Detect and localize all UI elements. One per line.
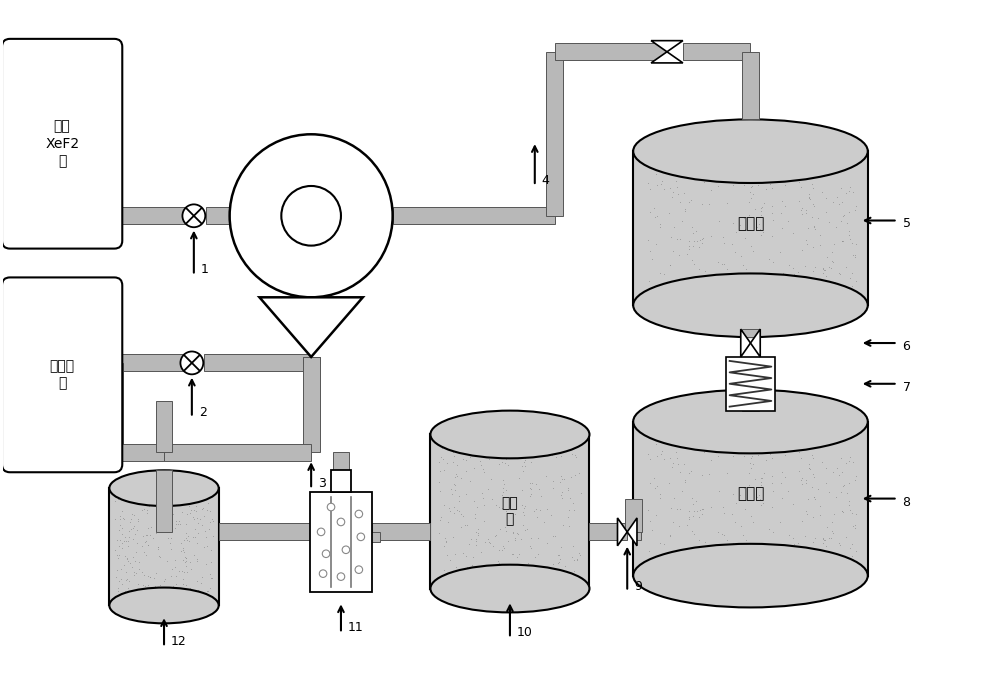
Polygon shape <box>331 471 351 492</box>
Polygon shape <box>106 363 123 452</box>
Polygon shape <box>114 444 164 461</box>
Polygon shape <box>627 518 637 546</box>
Circle shape <box>180 352 203 375</box>
Circle shape <box>327 503 335 511</box>
Polygon shape <box>363 532 380 542</box>
Text: 6: 6 <box>903 340 910 353</box>
Text: 固体
XeF2
源: 固体 XeF2 源 <box>45 120 79 168</box>
Polygon shape <box>303 357 320 363</box>
Polygon shape <box>633 422 868 575</box>
Polygon shape <box>651 52 683 63</box>
Polygon shape <box>310 492 372 591</box>
Polygon shape <box>303 357 320 452</box>
Polygon shape <box>546 52 563 215</box>
Circle shape <box>357 533 365 541</box>
Ellipse shape <box>633 273 868 337</box>
Polygon shape <box>430 434 589 589</box>
Ellipse shape <box>430 411 589 458</box>
Polygon shape <box>742 390 759 411</box>
Ellipse shape <box>633 543 868 607</box>
Polygon shape <box>726 357 775 411</box>
Polygon shape <box>633 152 868 305</box>
Text: 7: 7 <box>903 381 911 394</box>
Ellipse shape <box>633 120 868 183</box>
Text: 12: 12 <box>171 635 187 648</box>
Text: 11: 11 <box>348 621 364 635</box>
Polygon shape <box>617 518 627 546</box>
Circle shape <box>230 134 393 297</box>
Circle shape <box>342 546 350 553</box>
Text: 压载箱: 压载箱 <box>737 215 764 231</box>
Ellipse shape <box>109 587 219 623</box>
Polygon shape <box>589 523 627 540</box>
Circle shape <box>182 204 205 227</box>
Circle shape <box>355 566 363 573</box>
Polygon shape <box>742 52 759 120</box>
Polygon shape <box>114 207 194 224</box>
Text: 溢出
腔: 溢出 腔 <box>502 496 518 527</box>
Circle shape <box>317 528 325 536</box>
Polygon shape <box>750 329 760 357</box>
Polygon shape <box>114 354 192 371</box>
Ellipse shape <box>633 390 868 453</box>
Text: 二氧化
碳: 二氧化 碳 <box>50 359 75 391</box>
Circle shape <box>355 510 363 518</box>
Text: 9: 9 <box>634 580 642 593</box>
Polygon shape <box>204 354 311 371</box>
Text: 4: 4 <box>542 174 550 187</box>
Text: 8: 8 <box>903 496 911 509</box>
Polygon shape <box>393 207 555 224</box>
Circle shape <box>337 518 345 525</box>
Ellipse shape <box>430 565 589 612</box>
Circle shape <box>322 550 330 557</box>
FancyBboxPatch shape <box>2 39 122 249</box>
Text: 1: 1 <box>201 263 209 277</box>
Text: 5: 5 <box>903 218 911 231</box>
Polygon shape <box>555 43 667 60</box>
Polygon shape <box>633 523 641 540</box>
Text: 反应腔: 反应腔 <box>737 486 764 501</box>
Circle shape <box>281 186 341 245</box>
Polygon shape <box>164 444 311 461</box>
Text: 3: 3 <box>318 477 326 490</box>
Polygon shape <box>742 329 759 337</box>
Polygon shape <box>206 207 230 224</box>
Polygon shape <box>156 401 172 452</box>
Polygon shape <box>625 498 642 532</box>
Circle shape <box>337 573 345 580</box>
Polygon shape <box>219 523 310 540</box>
Polygon shape <box>333 452 349 471</box>
Polygon shape <box>651 40 683 52</box>
Polygon shape <box>372 523 430 540</box>
Ellipse shape <box>109 471 219 506</box>
Polygon shape <box>156 471 172 532</box>
Polygon shape <box>683 43 750 60</box>
Circle shape <box>319 570 327 578</box>
Polygon shape <box>259 297 363 357</box>
Polygon shape <box>109 488 219 605</box>
Text: 10: 10 <box>517 626 533 639</box>
Polygon shape <box>741 329 750 357</box>
Text: 2: 2 <box>199 406 207 418</box>
FancyBboxPatch shape <box>2 277 122 472</box>
